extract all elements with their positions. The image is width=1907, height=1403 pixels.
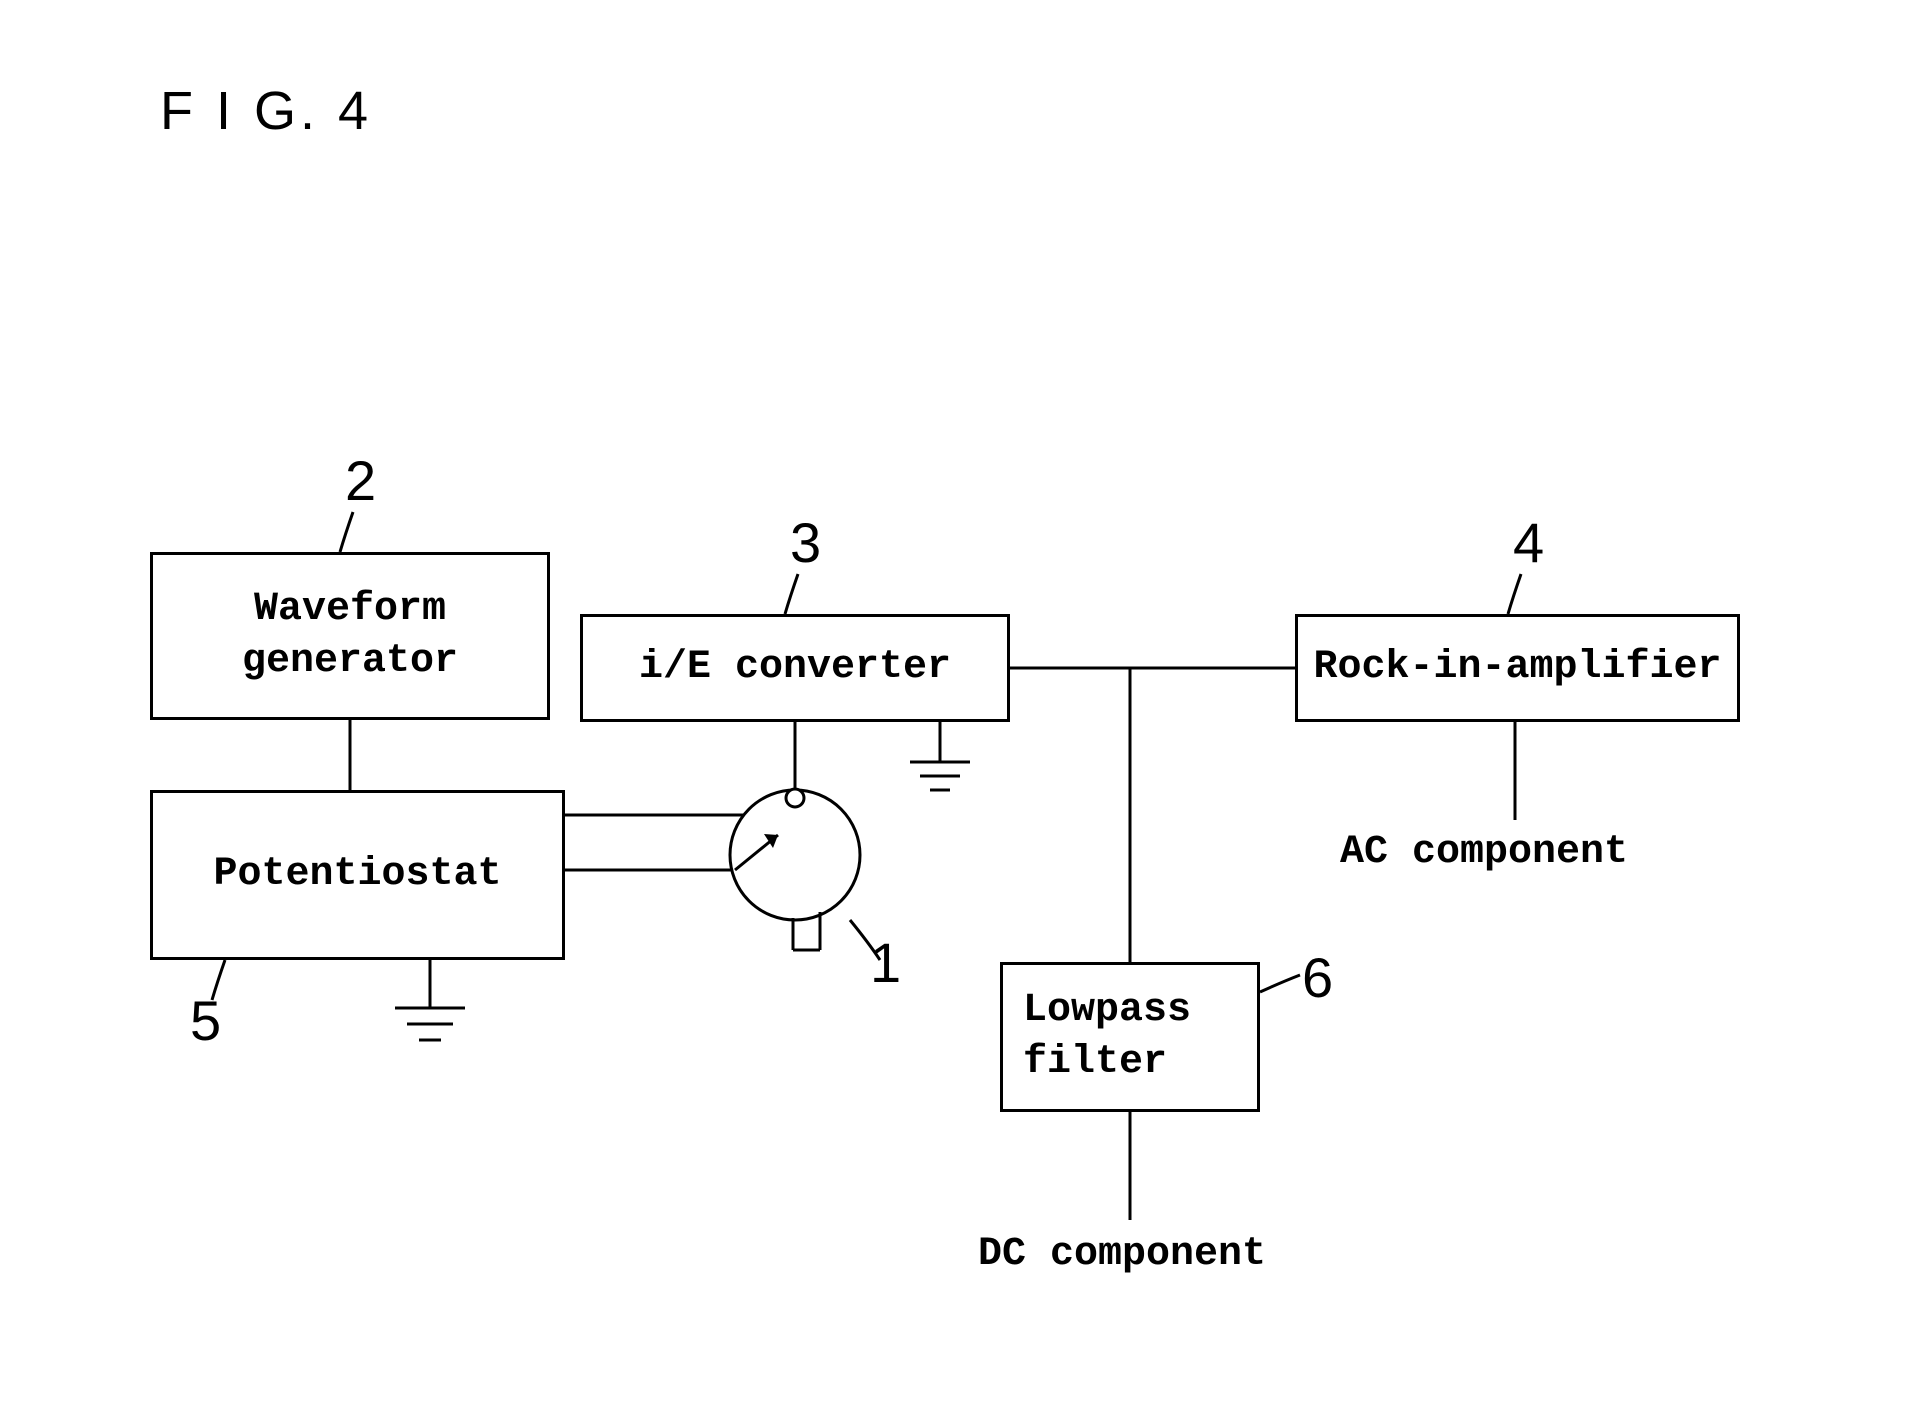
cell-arrow-head [764,834,778,848]
diagram-canvas: F I G. 4 2 3 4 5 6 1 Waveform generator … [0,0,1907,1403]
rock-in-amplifier-block: Rock-in-amplifier [1295,614,1740,722]
tick-3 [785,574,798,614]
ie-converter-block: i/E converter [580,614,1010,722]
block-number-2: 2 [345,448,376,513]
cell-top-probe [786,789,804,807]
cell-icon [730,790,860,920]
ac-component-label: AC component [1340,830,1628,875]
lowpass-filter-block: Lowpass filter [1000,962,1260,1112]
block-number-1: 1 [870,930,901,995]
tick-4 [1508,574,1521,614]
block-number-3: 3 [790,510,821,575]
waveform-generator-block: Waveform generator [150,552,550,720]
figure-title: F I G. 4 [160,80,372,142]
tick-6 [1260,975,1300,992]
block-number-4: 4 [1513,510,1544,575]
tick-2 [340,512,353,552]
block-number-6: 6 [1302,945,1333,1010]
block-number-5: 5 [190,988,221,1053]
dc-component-label: DC component [978,1232,1266,1277]
potentiostat-block: Potentiostat [150,790,565,960]
cell-arrow-shaft [735,835,778,870]
